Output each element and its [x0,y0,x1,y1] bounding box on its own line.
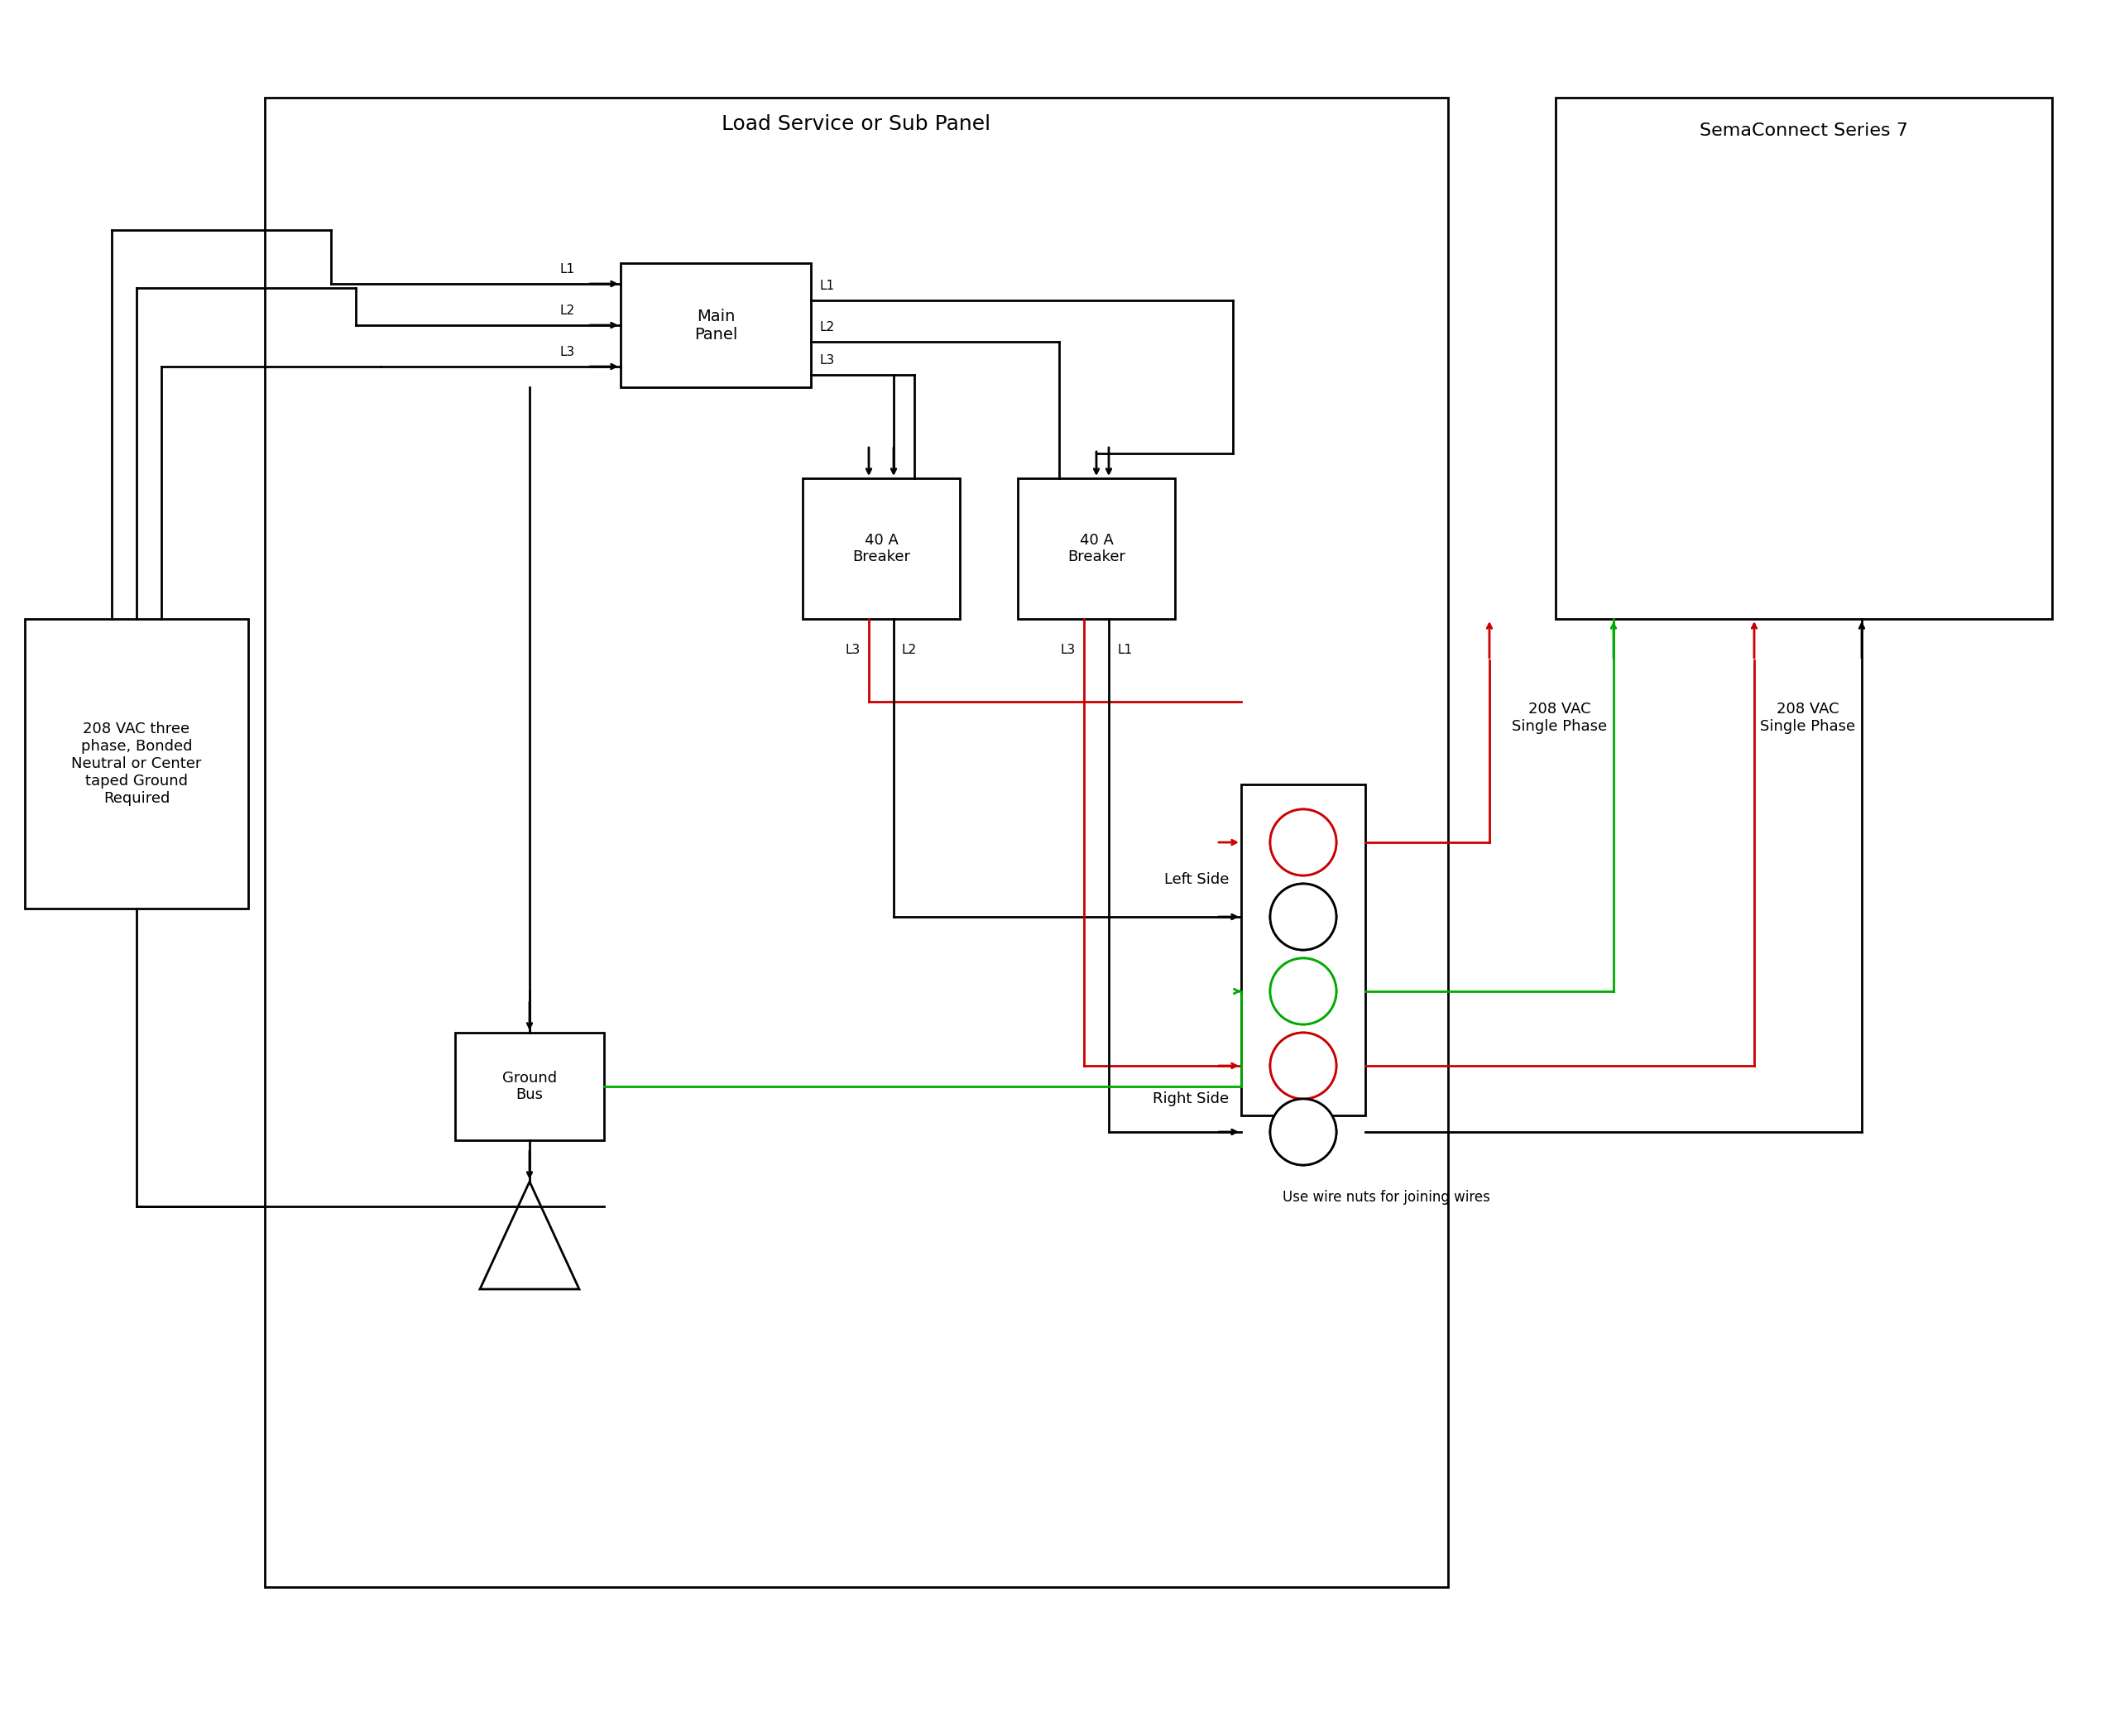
Text: L2: L2 [559,304,576,318]
Text: 40 A
Breaker: 40 A Breaker [1068,533,1125,564]
Circle shape [1270,1099,1336,1165]
Bar [264,97,1447,1587]
Text: 208 VAC three
phase, Bonded
Neutral or Center
taped Ground
Required: 208 VAC three phase, Bonded Neutral or C… [72,722,203,806]
Text: 208 VAC
Single Phase: 208 VAC Single Phase [1513,701,1608,734]
Text: L1: L1 [559,264,576,276]
Text: Load Service or Sub Panel: Load Service or Sub Panel [722,115,992,134]
Text: Use wire nuts for joining wires: Use wire nuts for joining wires [1283,1189,1490,1205]
Circle shape [1270,884,1336,950]
Circle shape [1270,1033,1336,1099]
Text: L2: L2 [901,644,918,656]
Circle shape [1270,1099,1336,1165]
Text: Ground
Bus: Ground Bus [502,1071,557,1102]
Bar [620,264,810,387]
Text: L3: L3 [1061,644,1076,656]
Text: L1: L1 [819,279,833,292]
Circle shape [1270,958,1336,1024]
Text: 208 VAC
Single Phase: 208 VAC Single Phase [1760,701,1855,734]
Text: L3: L3 [559,345,576,358]
Bar [1241,785,1365,1165]
Text: L3: L3 [846,644,861,656]
Circle shape [1270,884,1336,950]
Circle shape [1270,809,1336,875]
Text: Right Side: Right Side [1152,1092,1228,1106]
Text: L2: L2 [819,321,833,333]
Circle shape [1270,1033,1336,1099]
Bar [802,479,960,620]
Text: Main
Panel: Main Panel [694,309,736,342]
Text: SemaConnect Series 7: SemaConnect Series 7 [1701,123,1907,139]
Text: Left Side: Left Side [1165,871,1228,887]
Bar [25,620,249,908]
Text: L3: L3 [819,354,833,366]
Bar [1241,785,1365,1116]
Circle shape [1270,958,1336,1024]
Circle shape [1270,809,1336,875]
Text: L1: L1 [1116,644,1133,656]
Text: 40 A
Breaker: 40 A Breaker [852,533,909,564]
Bar [456,1033,603,1141]
Bar [1555,97,2053,620]
Bar [1017,479,1175,620]
